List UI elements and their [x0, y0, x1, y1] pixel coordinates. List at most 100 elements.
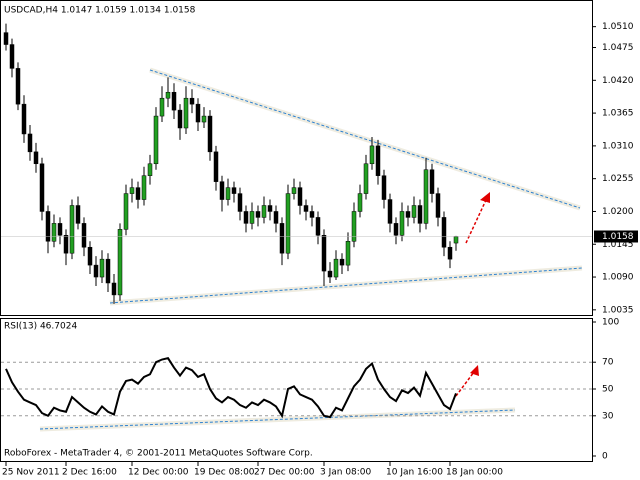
- trendline: [39, 409, 516, 430]
- x-tick-label: 10 Jan 16:00: [386, 468, 443, 478]
- y-tick-label: 1.0510: [602, 22, 634, 32]
- y-tick-label: 1.0255: [602, 174, 634, 184]
- y-tick-label: 1.0145: [602, 240, 634, 250]
- candle-body: [399, 211, 405, 236]
- y-tick-label: 1.0310: [602, 141, 634, 151]
- y-tick-label: 1.0475: [602, 43, 634, 53]
- candle-body: [375, 145, 381, 176]
- candle-body: [9, 44, 15, 69]
- y-tick-label: 1.0420: [602, 76, 634, 86]
- candle-body: [249, 211, 255, 224]
- candle-body: [183, 97, 189, 129]
- x-tick-label: 19 Dec 08:00: [194, 468, 255, 478]
- candle-body: [39, 163, 45, 212]
- candle-body: [291, 187, 297, 194]
- candle-body: [195, 103, 201, 123]
- candle-body: [111, 282, 117, 296]
- candle-body: [231, 187, 237, 194]
- y-tick-label: 30: [602, 411, 614, 421]
- y-tick-label: 1.0035: [602, 305, 634, 315]
- y-tick-label: 50: [602, 385, 614, 395]
- candle-body: [423, 169, 429, 224]
- candle-body: [45, 211, 51, 242]
- candle-body: [33, 151, 39, 165]
- candle-body: [369, 145, 375, 165]
- candle-body: [171, 91, 177, 111]
- candle-body: [75, 205, 81, 224]
- candle-body: [141, 175, 147, 200]
- candle-body: [387, 199, 393, 224]
- candle-body: [309, 211, 315, 218]
- trendlines: [39, 67, 583, 432]
- rsi-title: RSI(13) 46.7024: [4, 322, 77, 332]
- candle-body: [27, 133, 33, 153]
- x-tick-label: 2 Dec 16:00: [62, 468, 117, 478]
- arrow-head: [480, 192, 490, 203]
- candle-body: [333, 258, 339, 278]
- x-tick-label: 18 Jan 00:00: [446, 468, 503, 478]
- candle-body: [237, 193, 243, 212]
- candle-body: [57, 223, 63, 236]
- candle-body: [105, 258, 111, 284]
- candle-body: [123, 193, 129, 230]
- candle-body: [51, 223, 57, 242]
- candle-body: [207, 115, 213, 153]
- symbol-header: USDCAD,H4 1.0147 1.0159 1.0134 1.0158: [4, 6, 196, 16]
- candle-body: [429, 169, 435, 194]
- candle-body: [255, 211, 261, 218]
- candle-body: [153, 115, 159, 165]
- y-tick-label: 0: [602, 452, 608, 462]
- candle-body: [339, 258, 345, 266]
- rsi-panel: [0, 318, 593, 462]
- candle-body: [189, 97, 195, 105]
- candle-body: [243, 211, 249, 224]
- candle-body: [351, 211, 357, 242]
- price-panel: [0, 0, 593, 316]
- candle-body: [261, 205, 267, 218]
- candle-body: [357, 193, 363, 212]
- candle-body: [159, 97, 165, 117]
- candle-body: [3, 32, 9, 45]
- candle-body: [447, 246, 453, 260]
- candle-body: [213, 151, 219, 182]
- x-tick-label: 27 Dec 00:00: [254, 468, 315, 478]
- candle-body: [21, 103, 27, 135]
- rsi-line: [5, 357, 457, 419]
- candle-body: [219, 181, 225, 200]
- forecast-arrow: [455, 371, 475, 397]
- plot: 1.0510 1.0475 1.0420 1.0365 1.0310 1.0255 1.02…: [1, 22, 638, 478]
- candle-body: [363, 163, 369, 194]
- x-tick-label: 3 Jan 08:00: [320, 468, 372, 478]
- candle-body: [99, 258, 105, 278]
- candle-body: [321, 235, 327, 272]
- candle-body: [135, 187, 141, 200]
- candle-body: [63, 235, 69, 254]
- y-tick-label: 1.0090: [602, 273, 634, 283]
- y-tick-label: 100: [602, 318, 619, 328]
- candle-body: [327, 270, 333, 278]
- candle-body: [267, 205, 273, 212]
- candle-body: [69, 205, 75, 254]
- candle-body: [15, 68, 21, 105]
- candle-body: [285, 193, 291, 254]
- y-tick-label: 70: [602, 358, 614, 368]
- last-price-label: 1.0158: [602, 232, 634, 242]
- candle-body: [177, 109, 183, 129]
- candle-body: [225, 187, 231, 200]
- y-tick-label: 1.0365: [602, 109, 634, 119]
- candle-body: [129, 187, 135, 194]
- candle-body: [93, 264, 99, 278]
- trendline: [149, 69, 581, 209]
- candle-body: [273, 211, 279, 224]
- forecast-arrow: [465, 199, 487, 244]
- candle-body: [315, 217, 321, 236]
- candle-body: [297, 187, 303, 206]
- candle-body: [165, 91, 171, 99]
- candle-body: [411, 205, 417, 218]
- candle-body: [435, 193, 441, 218]
- candle-body: [453, 236, 459, 244]
- trendline: [109, 267, 583, 304]
- arrow-head: [470, 365, 479, 376]
